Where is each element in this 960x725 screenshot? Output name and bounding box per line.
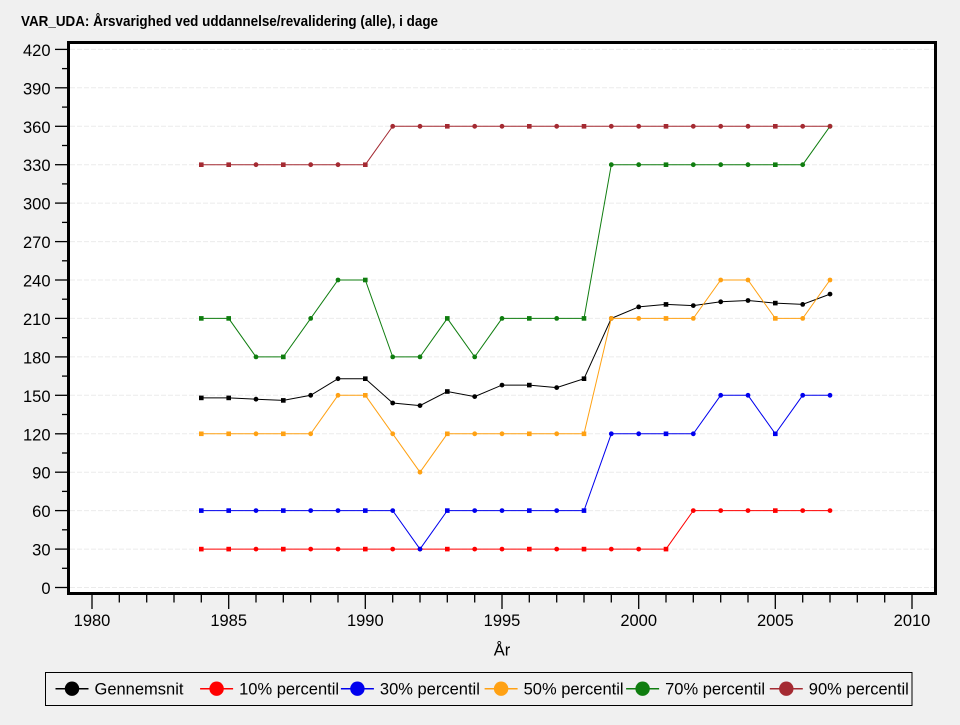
svg-text:2000: 2000 bbox=[620, 612, 657, 630]
svg-text:30% percentil: 30% percentil bbox=[380, 681, 480, 699]
svg-text:390: 390 bbox=[23, 80, 51, 98]
svg-text:150: 150 bbox=[23, 388, 51, 406]
svg-text:1980: 1980 bbox=[74, 612, 111, 630]
svg-text:270: 270 bbox=[23, 234, 51, 252]
svg-text:1995: 1995 bbox=[484, 612, 521, 630]
svg-text:År: År bbox=[494, 641, 511, 660]
svg-text:2010: 2010 bbox=[894, 612, 931, 630]
svg-text:1985: 1985 bbox=[210, 612, 247, 630]
svg-text:70% percentil: 70% percentil bbox=[665, 681, 765, 699]
svg-text:210: 210 bbox=[23, 311, 51, 329]
svg-text:30: 30 bbox=[32, 542, 50, 560]
svg-text:2005: 2005 bbox=[757, 612, 794, 630]
svg-text:0: 0 bbox=[41, 580, 50, 598]
svg-text:50% percentil: 50% percentil bbox=[524, 681, 624, 699]
svg-text:Gennemsnit: Gennemsnit bbox=[95, 681, 184, 699]
svg-text:60: 60 bbox=[32, 503, 50, 521]
svg-text:330: 330 bbox=[23, 157, 51, 175]
svg-text:1990: 1990 bbox=[347, 612, 384, 630]
svg-text:300: 300 bbox=[23, 196, 51, 214]
svg-text:90% percentil: 90% percentil bbox=[809, 681, 909, 699]
svg-text:420: 420 bbox=[23, 42, 51, 60]
svg-text:360: 360 bbox=[23, 119, 51, 137]
svg-text:VAR_UDA: Årsvarighed ved uddan: VAR_UDA: Årsvarighed ved uddannelse/reva… bbox=[21, 13, 438, 30]
svg-text:120: 120 bbox=[23, 426, 51, 444]
svg-text:10% percentil: 10% percentil bbox=[239, 681, 339, 699]
svg-text:180: 180 bbox=[23, 349, 51, 367]
svg-text:90: 90 bbox=[32, 465, 50, 483]
svg-text:240: 240 bbox=[23, 273, 51, 291]
